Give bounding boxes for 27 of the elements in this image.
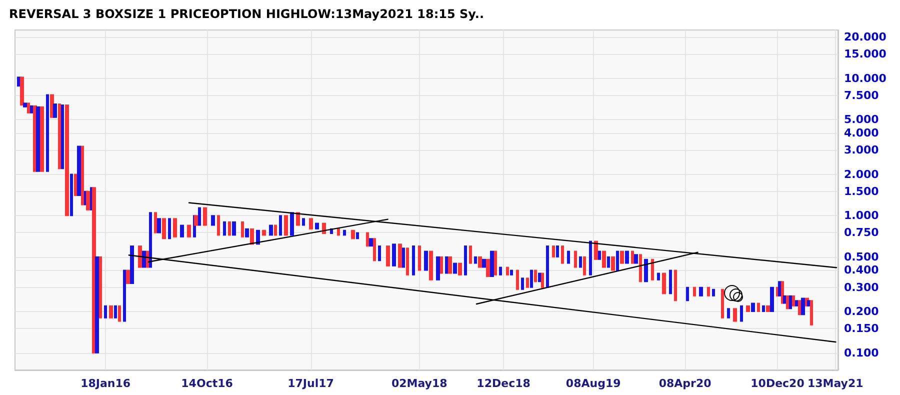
y-tick-label: 15.000 xyxy=(844,48,887,61)
y-tick-label: 0.200 xyxy=(844,305,880,318)
x-tick-label: 18Jan16 xyxy=(80,377,131,390)
y-tick-label: 10.000 xyxy=(844,72,887,85)
y-tick-label: 3.000 xyxy=(844,144,880,157)
y-tick-label: 0.150 xyxy=(844,322,880,336)
y-tick-label: 1.000 xyxy=(844,209,880,222)
chart-title: REVERSAL 3 BOXSIZE 1 PRICEOPTION HIGHLOW:13May2021 18:15 Sy.. xyxy=(9,7,484,21)
x-tick-label: 08Aug19 xyxy=(566,377,621,390)
y-tick-label: 0.300 xyxy=(844,280,880,294)
x-tick-label: 10Dec20 xyxy=(750,377,805,390)
x-tick-label: 13May21 xyxy=(807,377,864,390)
y-tick-label: 7.500 xyxy=(844,88,880,102)
y-tick-label: 0.100 xyxy=(844,346,880,360)
y-tick-label: 4.000 xyxy=(844,126,880,140)
y-tick-label: 0.750 xyxy=(844,226,880,240)
x-tick-label: 08Apr20 xyxy=(658,377,712,390)
y-tick-label: 1.500 xyxy=(844,184,880,198)
x-tick-label: 17Jul17 xyxy=(288,377,334,390)
x-tick-label: 12Dec18 xyxy=(476,377,530,390)
x-tick-label: 02May18 xyxy=(391,377,448,390)
y-tick-label: 2.000 xyxy=(844,168,880,181)
y-tick-label: 0.500 xyxy=(844,250,880,264)
y-tick-label: 20.000 xyxy=(844,30,887,44)
y-tick-label: 0.400 xyxy=(844,264,880,277)
x-tick-label: 14Oct16 xyxy=(181,377,234,390)
y-tick-label: 5.000 xyxy=(844,113,880,126)
